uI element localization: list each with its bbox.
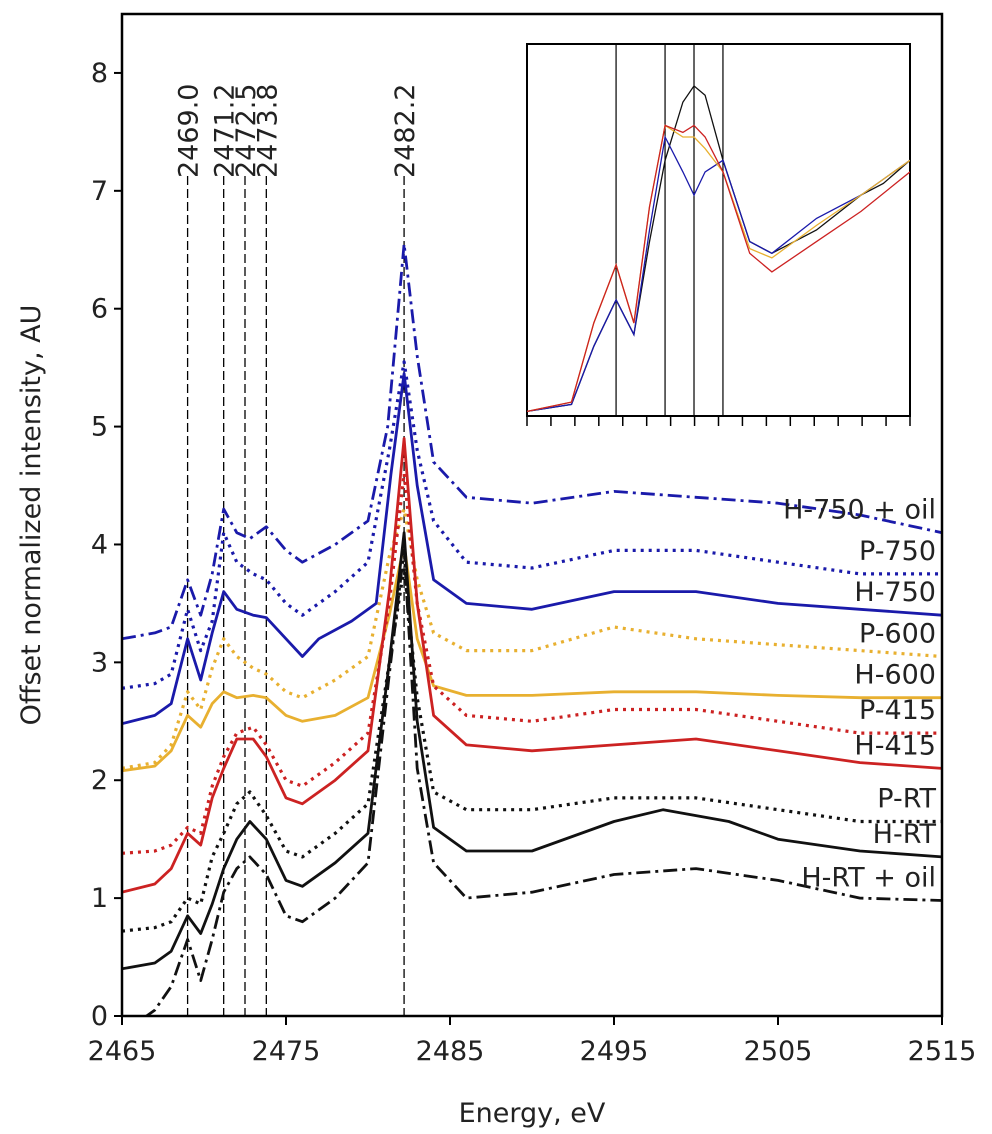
inset-frame — [526, 43, 911, 417]
series-label: H-750 — [854, 577, 936, 608]
inset-series-line — [527, 124, 910, 413]
x-tick-label: 2495 — [580, 1036, 649, 1067]
series-line — [122, 543, 942, 773]
y-tick-label: 4 — [91, 529, 108, 560]
y-axis: 0 1 2 3 4 5 6 7 8 — [91, 58, 122, 1032]
series-label: H-RT + oil — [801, 862, 936, 893]
series-label: P-750 — [859, 536, 936, 567]
series-line — [122, 531, 942, 971]
inset-chart — [526, 43, 911, 426]
series-layer — [122, 242, 942, 1016]
reference-line-label: 2473.8 — [252, 84, 283, 178]
reference-line-label: 2472.5 — [231, 84, 262, 178]
x-tick-label: 2505 — [744, 1036, 813, 1067]
x-tick-label: 2465 — [88, 1036, 157, 1067]
reference-line-label: 2469.0 — [174, 84, 205, 178]
x-tick-label: 2475 — [252, 1036, 321, 1067]
y-tick-label: 0 — [91, 1001, 108, 1032]
y-tick-label: 1 — [91, 883, 108, 914]
series-line — [122, 437, 942, 894]
series-labels: H-750 + oil P-750 H-750 P-600 H-600 P-415 H-41… — [783, 495, 936, 894]
series-line — [144, 549, 942, 1016]
series-label: P-RT — [877, 783, 936, 814]
reference-line-label: 2471.2 — [210, 84, 241, 178]
series-label: H-415 — [854, 730, 936, 761]
series-line — [122, 472, 942, 855]
x-tick-label: 2515 — [908, 1036, 977, 1067]
inset-series-line — [527, 134, 910, 413]
series-label: H-600 — [854, 660, 936, 691]
y-tick-label: 6 — [91, 294, 108, 325]
series-label: P-600 — [859, 618, 936, 649]
y-tick-label: 2 — [91, 765, 108, 796]
x-tick-label: 2485 — [416, 1036, 485, 1067]
series-label: P-415 — [859, 695, 936, 726]
y-tick-label: 5 — [91, 412, 108, 443]
series-line — [122, 360, 942, 690]
y-tick-label: 7 — [91, 176, 108, 207]
series-label: H-750 + oil — [783, 495, 936, 526]
series-line — [122, 372, 942, 726]
x-axis: 2465 2475 2485 2495 2505 2515 — [88, 1016, 977, 1067]
y-tick-label: 3 — [91, 647, 108, 678]
y-axis-title: Offset normalized intensity, AU — [16, 305, 47, 726]
x-axis-title: Energy, eV — [459, 1098, 606, 1129]
series-line — [122, 242, 942, 641]
series-line — [122, 566, 942, 933]
series-label: H-RT — [873, 819, 937, 850]
reference-line-label: 2482.2 — [390, 84, 421, 178]
y-tick-label: 8 — [91, 58, 108, 89]
plot-frame — [120, 12, 944, 1018]
